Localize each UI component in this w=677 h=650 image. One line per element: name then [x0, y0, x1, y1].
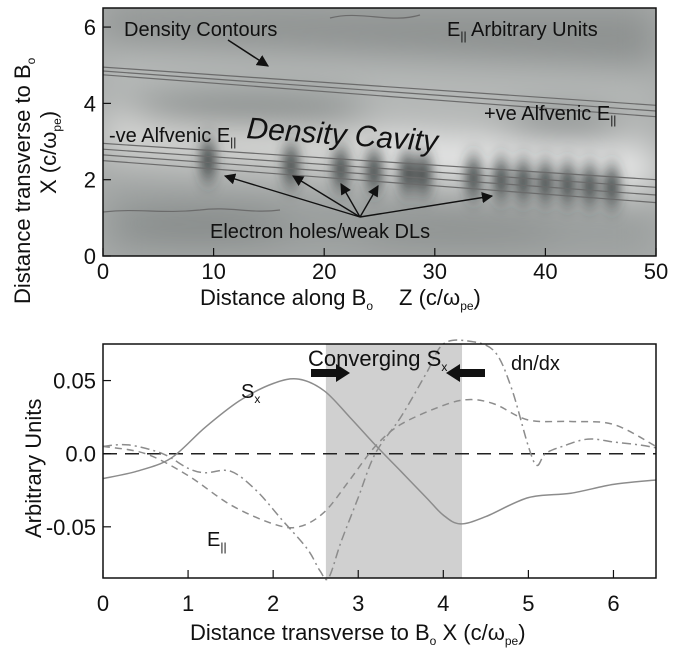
y-tick-label: 2: [84, 168, 96, 193]
x-tick-label: 3: [352, 591, 364, 616]
heatmap-frame: [102, 7, 657, 257]
electron-hole: [494, 159, 509, 200]
contour-line: [103, 160, 656, 204]
x-tick-label: 50: [644, 259, 668, 284]
electron-holes-label: Electron holes/weak DLs: [210, 221, 430, 243]
electron-hole-arrow: [359, 192, 494, 218]
electron-hole: [366, 150, 381, 191]
series-line-0: [102, 378, 657, 525]
legend-dndx: dn/dx: [511, 353, 560, 375]
electron-hole: [516, 160, 531, 201]
y-tick-label: 4: [84, 91, 96, 116]
legend-sx: Sx: [241, 381, 260, 406]
line-chart-frame: [102, 343, 657, 579]
series-line-1: [102, 398, 657, 529]
contour-line: [103, 148, 656, 188]
y-tick-label: 6: [84, 15, 96, 40]
electron-hole: [416, 154, 431, 195]
density-contours-arrow: [227, 39, 270, 67]
contour-blob: [103, 208, 281, 213]
y-tick-label: 0: [84, 244, 96, 269]
x-tick-label: 30: [423, 259, 447, 284]
electron-hole: [604, 166, 619, 207]
x-tick-label: 20: [312, 259, 336, 284]
neg-alfvenic-label: -ve Alfvenic E||: [109, 125, 236, 149]
y-tick-label: -0.05: [46, 515, 96, 540]
x-tick-label: 40: [533, 259, 557, 284]
bottom-x-axis-label: Distance transverse to Bo X (c/ωpe): [190, 620, 526, 648]
contour-line: [103, 70, 656, 112]
top-x-ticks: 0 10 20 30 40 50: [97, 248, 668, 284]
top-y-axis-label: Distance transverse to Bo: [10, 57, 38, 304]
x-tick-label: 2: [267, 591, 279, 616]
electron-hole: [333, 148, 348, 189]
x-tick-label: 4: [437, 591, 449, 616]
heatmap-panel: Density Contours E|| Arbitrary Units Den…: [10, 7, 668, 313]
top-y-axis-label-2: X (c/ωpe): [36, 111, 64, 194]
contour-blob: [329, 14, 421, 19]
top-x-axis-label: Distance along Bo Z (c/ωpe): [200, 285, 481, 313]
density-contours: [103, 66, 656, 204]
x-tick-label: 6: [607, 591, 619, 616]
electron-hole: [582, 164, 597, 205]
x-tick-label: 0: [97, 591, 109, 616]
x-tick-label: 5: [522, 591, 534, 616]
electron-hole-arrow: [223, 173, 361, 218]
e-par-label: E|| Arbitrary Units: [447, 19, 598, 43]
converging-region: [325, 344, 463, 578]
electron-hole-arrow: [292, 175, 361, 218]
y-tick-label: 0.0: [65, 442, 96, 467]
x-tick-label: 10: [201, 259, 225, 284]
contour-line: [103, 66, 656, 106]
bottom-y-ticks: 0.05 0.0 -0.05: [46, 369, 111, 540]
legend-epar: E||: [207, 529, 227, 554]
bottom-y-axis-label: Arbitrary Units: [21, 399, 46, 538]
pos-alfvenic-label: +ve Alfvenic E||: [484, 103, 616, 127]
electron-holes-arrows: [223, 173, 494, 218]
converging-arrow-left: [311, 364, 350, 382]
series-line-2: [102, 339, 657, 581]
density-contours-label: Density Contours: [124, 19, 277, 41]
x-tick-label: 0: [97, 259, 109, 284]
electron-hole: [538, 161, 553, 202]
series-lines: [102, 339, 657, 581]
electron-hole-arrow: [340, 183, 361, 218]
electron-hole-arrow: [359, 185, 379, 218]
bottom-x-ticks: 0 1 2 3 4 5 6: [97, 570, 620, 616]
contour-line: [103, 154, 656, 196]
contour-line: [103, 74, 656, 118]
converging-arrow-right: [446, 364, 485, 382]
x-tick-label: 1: [182, 591, 194, 616]
contour-line: [103, 142, 656, 181]
top-y-ticks: 0 2 4 6: [84, 15, 111, 269]
y-tick-label: 0.05: [53, 369, 96, 394]
electron-hole: [400, 152, 415, 193]
electron-hole: [560, 163, 575, 204]
electron-hole: [466, 157, 481, 198]
converging-title: Converging Sx: [308, 346, 447, 374]
electron-hole: [284, 145, 299, 186]
